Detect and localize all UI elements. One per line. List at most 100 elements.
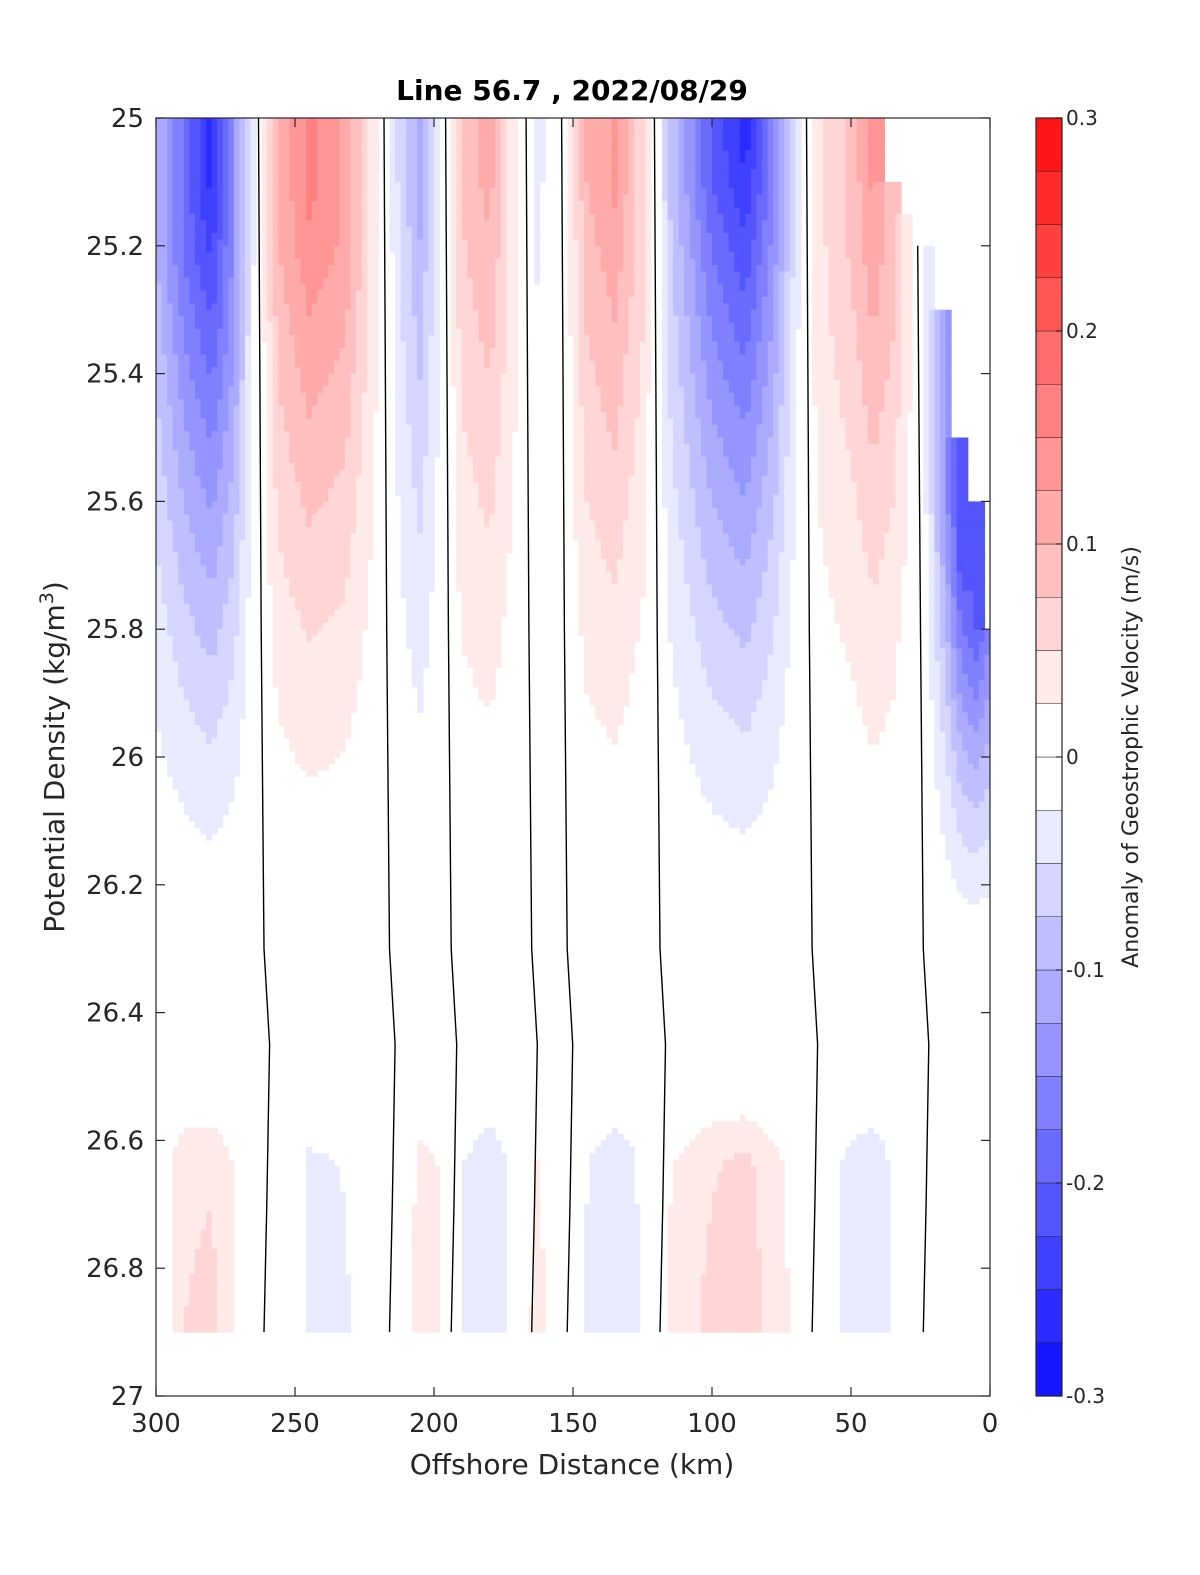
contour-cell (339, 437, 346, 445)
contour-cell (178, 737, 185, 745)
contour-cell (322, 162, 329, 170)
contour-cell (361, 558, 368, 566)
contour-cell (272, 482, 279, 490)
contour-cell (345, 354, 352, 362)
contour-cell (217, 309, 224, 317)
contour-cell (422, 507, 430, 515)
contour-cell (356, 514, 363, 522)
contour-cell (411, 1306, 418, 1314)
contour-cell (239, 322, 246, 330)
contour-cell (395, 418, 402, 426)
contour-cell (189, 622, 196, 630)
contour-cell (295, 379, 302, 387)
contour-cell (400, 450, 407, 458)
contour-cell (322, 348, 329, 356)
contour-cell (300, 667, 307, 675)
contour-cell (183, 1153, 190, 1161)
contour-cell (161, 284, 168, 292)
contour-cell (306, 443, 313, 451)
contour-cell (200, 181, 207, 189)
contour-cell (278, 686, 285, 694)
contour-cell (272, 635, 279, 643)
contour-cell (406, 495, 413, 502)
contour-cell (278, 680, 285, 688)
contour-cell (183, 1140, 190, 1148)
contour-cell (278, 456, 285, 464)
contour-cell (322, 379, 329, 387)
contour-cell (206, 1204, 213, 1212)
contour-cell (283, 392, 291, 400)
contour-cell (206, 137, 213, 145)
contour-cell (417, 1300, 424, 1308)
contour-cell (217, 348, 224, 356)
contour-cell (283, 386, 291, 394)
contour-cell (233, 341, 240, 349)
contour-cell (211, 565, 218, 573)
contour-cell (217, 181, 224, 189)
contour-cell (211, 680, 218, 688)
contour-cell (228, 654, 235, 662)
contour-cell (206, 348, 213, 356)
contour-cell (206, 379, 213, 387)
contour-cell (261, 149, 268, 157)
contour-cell (417, 271, 424, 279)
contour-cell (422, 309, 430, 317)
contour-cell (300, 552, 307, 560)
contour-cell (211, 258, 218, 266)
contour-cell (161, 539, 168, 547)
contour-cell (178, 354, 185, 362)
contour-cell (189, 373, 196, 381)
contour-cell (339, 431, 346, 439)
contour-cell (322, 661, 329, 669)
contour-cell (361, 488, 368, 496)
contour-cell (306, 686, 313, 694)
contour-cell (156, 379, 163, 387)
contour-cell (422, 482, 430, 490)
contour-cell (161, 271, 168, 279)
contour-cell (278, 284, 285, 292)
contour-cell (233, 520, 240, 528)
contour-cell (367, 373, 374, 381)
contour-cell (428, 303, 435, 311)
contour-cell (239, 277, 246, 285)
contour-cell (206, 1172, 213, 1180)
contour-cell (339, 1280, 346, 1288)
contour-cell (211, 354, 218, 362)
contour-cell (189, 341, 196, 349)
contour-cell (217, 1178, 224, 1186)
contour-cell (345, 526, 352, 534)
contour-cell (189, 1146, 196, 1154)
contour-cell (306, 526, 313, 534)
contour-cell (178, 463, 185, 471)
contour-cell (322, 1280, 329, 1288)
contour-cell (217, 284, 224, 292)
contour-cell (206, 1229, 213, 1237)
contour-cell (422, 411, 430, 419)
contour-cell (289, 296, 296, 304)
contour-cell (361, 284, 368, 292)
contour-cell (406, 175, 413, 183)
contour-cell (372, 322, 379, 330)
contour-cell (172, 194, 179, 202)
contour-cell (356, 673, 363, 681)
contour-cell (361, 201, 368, 209)
contour-cell (328, 1236, 335, 1244)
contour-cell (222, 469, 229, 477)
contour-cell (200, 507, 207, 515)
contour-cell (156, 558, 163, 566)
contour-cell (434, 258, 441, 266)
contour-cell (233, 725, 240, 733)
contour-cell (328, 418, 335, 426)
contour-cell (183, 201, 190, 209)
contour-cell (211, 718, 218, 726)
contour-cell (222, 354, 229, 362)
contour-cell (311, 654, 318, 662)
contour-cell (283, 162, 291, 170)
contour-cell (300, 233, 307, 241)
contour-cell (283, 520, 291, 528)
contour-cell (306, 118, 313, 125)
contour-cell (206, 533, 213, 541)
contour-cell (300, 507, 307, 515)
contour-cell (295, 411, 302, 419)
contour-cell (222, 718, 229, 726)
